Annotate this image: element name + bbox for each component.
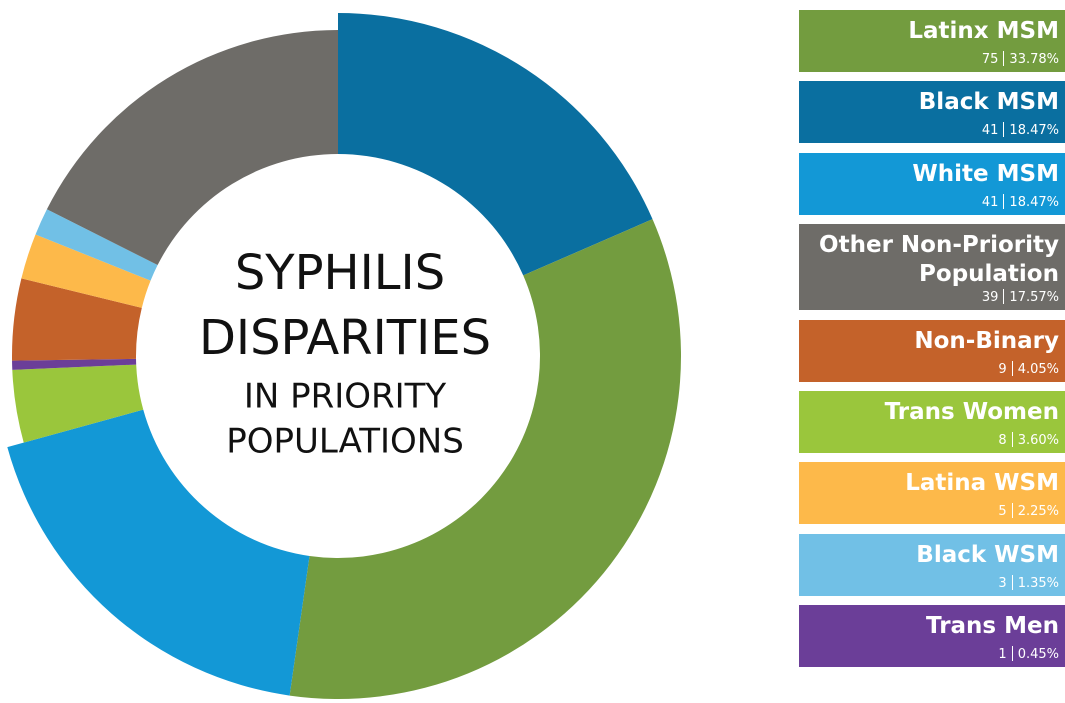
legend-values: 8 3.60% (805, 431, 1059, 449)
legend-label: Black MSM (918, 89, 1059, 116)
donut (7, 13, 682, 700)
legend-values: 9 4.05% (805, 360, 1059, 378)
legend-percent: 18.47% (1009, 123, 1059, 139)
legend-item: Trans Men 1 0.45% (799, 605, 1065, 668)
legend-percent: 17.57% (1009, 290, 1059, 306)
legend-label: Latinx MSM (908, 18, 1059, 44)
legend-label: Latina WSM (905, 470, 1059, 497)
legend-percent: 33.78% (1009, 52, 1059, 67)
legend-item: Black MSM 41 18.47% (799, 81, 1065, 144)
legend-item: Other Non-Priority Population 39 17.57% (799, 224, 1065, 311)
chart: SYPHILIS DISPARITIES IN PRIORITY POPULAT… (7, 13, 682, 700)
slice (12, 364, 144, 443)
separator (1003, 122, 1005, 138)
legend-label: Non-Binary (914, 327, 1059, 354)
legend-percent: 18.47% (1009, 194, 1059, 210)
legend-count: 8 (998, 432, 1007, 448)
slice (11, 278, 142, 361)
legend-label: Black WSM (916, 541, 1059, 568)
legend-count: 75 (981, 52, 999, 67)
slice (338, 13, 653, 276)
legend-label: Other Non-Priority Population (819, 232, 1059, 288)
slice (46, 30, 339, 266)
legend-label: Trans Men (926, 613, 1059, 640)
title-line: DISPARITIES (199, 310, 491, 366)
legend-count: 41 (981, 123, 999, 139)
legend-label: Trans Women (884, 398, 1059, 425)
legend-count: 39 (981, 290, 999, 306)
separator (1003, 193, 1005, 209)
legend-percent: 2.25% (1017, 504, 1059, 520)
legend-percent: 3.60% (1017, 432, 1059, 448)
legend-values: 1 0.45% (805, 646, 1059, 663)
legend-values: 41 18.47% (805, 122, 1059, 139)
slice (7, 409, 310, 696)
legend-percent: 1.35% (1017, 575, 1059, 591)
separator (1003, 289, 1005, 305)
legend-values: 39 17.57% (805, 289, 1059, 306)
legend-values: 5 2.25% (805, 503, 1059, 520)
separator (1011, 360, 1013, 376)
subtitle-line: IN PRIORITY (244, 377, 447, 417)
separator (1011, 574, 1013, 590)
slice (35, 209, 158, 281)
separator (1011, 431, 1013, 447)
separator (1011, 646, 1013, 662)
legend-count: 41 (981, 194, 999, 210)
slice (289, 219, 682, 700)
legend-item: Black WSM 3 1.35% (799, 533, 1065, 596)
title-line: SYPHILIS (235, 245, 445, 301)
legend-percent: 4.05% (1017, 361, 1059, 377)
legend-values: 41 18.47% (805, 193, 1059, 211)
legend-count: 9 (998, 361, 1007, 377)
legend-label: White MSM (912, 160, 1059, 187)
legend-item: Non-Binary 9 4.05% (799, 319, 1065, 382)
legend-count: 3 (998, 575, 1007, 591)
legend-count: 5 (998, 504, 1007, 520)
legend-percent: 0.45% (1017, 647, 1059, 663)
slice (12, 358, 137, 370)
legend-count: 1 (998, 647, 1007, 663)
legend: Latinx MSM 75 33.78% Black MSM 41 18.47% White… (799, 10, 1065, 668)
separator (1011, 503, 1013, 519)
legend-item: White MSM 41 18.47% (799, 152, 1065, 215)
legend-values: 75 33.78% (805, 51, 1059, 68)
legend-item: Trans Women 8 3.60% (799, 390, 1065, 453)
separator (1003, 51, 1005, 66)
legend-values: 3 1.35% (805, 574, 1059, 592)
subtitle-line: POPULATIONS (226, 422, 464, 462)
legend-item: Latinx MSM 75 33.78% (799, 10, 1065, 72)
legend-item: Latina WSM 5 2.25% (799, 462, 1065, 525)
slice (21, 234, 151, 308)
